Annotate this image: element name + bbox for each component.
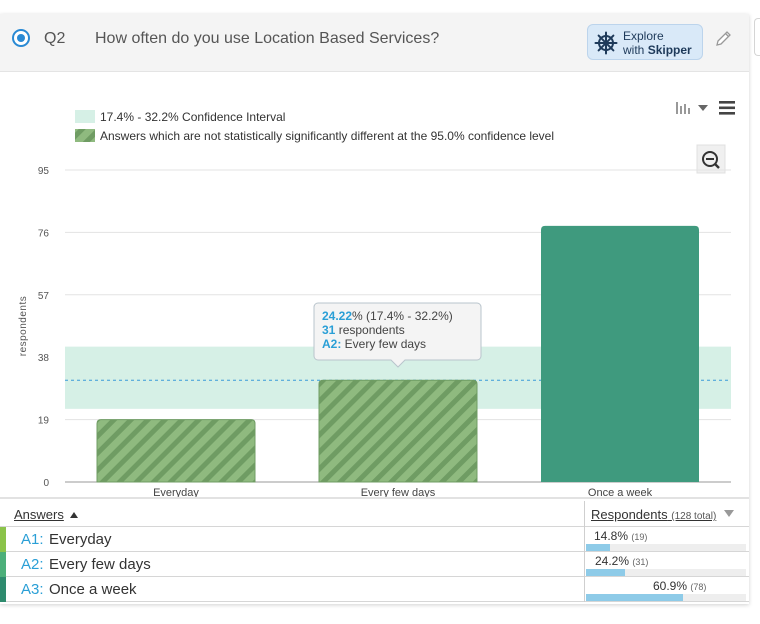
respondents-pct: 60.9% <box>653 579 691 593</box>
respondents-value: 24.2% (31) <box>595 554 648 568</box>
table-row[interactable]: A2: Every few days 24.2% (31) <box>0 552 749 577</box>
x-tick-label: Everyday <box>153 487 199 497</box>
respondents-value: 14.8% (19) <box>594 529 647 543</box>
question-card: Q2 How often do you use Location Based S… <box>0 14 749 604</box>
question-radio-button[interactable] <box>12 29 30 47</box>
respondents-pct: 14.8% <box>594 529 632 543</box>
tooltip-count: 31 <box>322 323 336 337</box>
legend-ci-swatch <box>75 110 95 123</box>
respondents-bar-track <box>586 569 746 576</box>
legend-nonsig-swatch <box>75 129 95 142</box>
y-tick-label: 0 <box>43 478 49 489</box>
column-divider <box>584 552 585 577</box>
answer-code: A1: <box>21 531 44 548</box>
menu-icon[interactable] <box>719 101 735 115</box>
respondents-pct: 24.2% <box>595 554 633 568</box>
svg-text:24.22% (17.4% - 32.2%): 24.22% (17.4% - 32.2%) <box>322 309 453 323</box>
x-axis-tick-labels: Everyday Every few days Once a week <box>153 487 653 497</box>
question-number: Q2 <box>44 30 66 47</box>
bar-tooltip: 24.22% (17.4% - 32.2%) 31 respondents A2… <box>313 302 482 368</box>
y-tick-label: 38 <box>38 353 50 364</box>
explore-with-skipper-button[interactable]: Explore with Skipper <box>587 24 703 60</box>
svg-text:31 respondents: 31 respondents <box>322 323 405 337</box>
skipper-line2-prefix: with <box>623 43 648 57</box>
pencil-icon[interactable] <box>714 28 734 48</box>
skipper-line1: Explore <box>623 29 664 43</box>
column-divider <box>584 501 585 527</box>
column-divider <box>584 527 585 552</box>
respondents-bar-track <box>586 544 746 551</box>
tooltip-count-suffix: respondents <box>335 323 404 337</box>
row-color-stripe <box>0 552 6 577</box>
bars <box>96 225 699 483</box>
chart-type-dropdown-icon[interactable] <box>698 105 708 111</box>
legend-ci-label: 17.4% - 32.2% Confidence Interval <box>100 110 285 124</box>
answer-label: Every few days <box>49 556 151 573</box>
tooltip-pct-suffix: % (17.4% - 32.2%) <box>352 309 453 323</box>
sort-descending-icon[interactable] <box>724 510 734 517</box>
respondents-column-header[interactable]: Respondents (128 total) <box>591 507 716 522</box>
table-header: Answers Respondents (128 total) <box>0 501 749 527</box>
svg-text:A2: Every few days: A2: Every few days <box>322 337 426 351</box>
answers-table: Answers Respondents (128 total) A1: Every… <box>0 497 749 604</box>
row-color-stripe <box>0 577 6 602</box>
side-panel-edge <box>754 18 760 56</box>
respondents-count: (78) <box>690 582 707 592</box>
ship-wheel-icon <box>594 31 618 55</box>
question-header: Q2 How often do you use Location Based S… <box>0 14 749 72</box>
column-divider <box>584 577 585 602</box>
bar-once-a-week[interactable] <box>541 225 699 482</box>
x-tick-label: Every few days <box>361 487 436 497</box>
row-color-stripe <box>0 527 6 552</box>
legend-nonsig-label: Answers which are not statistically sign… <box>100 129 554 143</box>
y-tick-label: 95 <box>38 166 50 177</box>
y-tick-label: 57 <box>38 291 50 302</box>
zoom-out-icon <box>702 151 718 167</box>
respondents-count: (31) <box>632 557 649 567</box>
respondents-bar <box>586 544 610 551</box>
respondents-value: 60.9% (78) <box>653 579 706 593</box>
tooltip-code: A2: <box>322 337 341 351</box>
chart-area: 17.4% - 32.2% Confidence Interval Answer… <box>0 72 749 497</box>
bar-chart: 17.4% - 32.2% Confidence Interval Answer… <box>18 101 735 497</box>
chart-type-icon[interactable] <box>676 102 690 114</box>
respondents-column-label: Respondents <box>591 507 668 522</box>
zoom-out-button[interactable] <box>696 144 726 174</box>
x-tick-label: Once a week <box>588 487 653 497</box>
bar-everyday[interactable] <box>96 419 256 483</box>
y-tick-label: 19 <box>38 416 50 427</box>
skipper-name: Skipper <box>647 43 692 57</box>
table-row[interactable]: A3: Once a week 60.9% (78) <box>0 577 749 602</box>
question-title: How often do you use Location Based Serv… <box>95 30 440 47</box>
tooltip-pct: 24.22 <box>322 309 352 323</box>
y-axis-tick-labels: 0 19 38 57 76 95 <box>38 166 50 489</box>
table-row[interactable]: A1: Everyday 14.8% (19) <box>0 527 749 552</box>
answer-label: Once a week <box>49 581 137 598</box>
y-tick-label: 76 <box>38 228 50 239</box>
respondents-bar <box>586 594 683 601</box>
tooltip-answer: Every few days <box>341 337 426 351</box>
answer-label: Everyday <box>49 531 112 548</box>
answer-code: A2: <box>21 556 44 573</box>
respondents-count: (19) <box>631 532 648 542</box>
answers-column-label: Answers <box>14 507 64 522</box>
respondents-bar <box>586 569 625 576</box>
answers-column-header[interactable]: Answers <box>14 507 78 522</box>
skipper-line2: with Skipper <box>623 43 692 57</box>
sort-ascending-icon <box>69 512 78 518</box>
y-axis-label: respondents <box>18 296 29 357</box>
bar-every-few-days[interactable] <box>318 379 478 483</box>
respondents-total: (128 total) <box>671 511 717 522</box>
answer-code: A3: <box>21 581 44 598</box>
